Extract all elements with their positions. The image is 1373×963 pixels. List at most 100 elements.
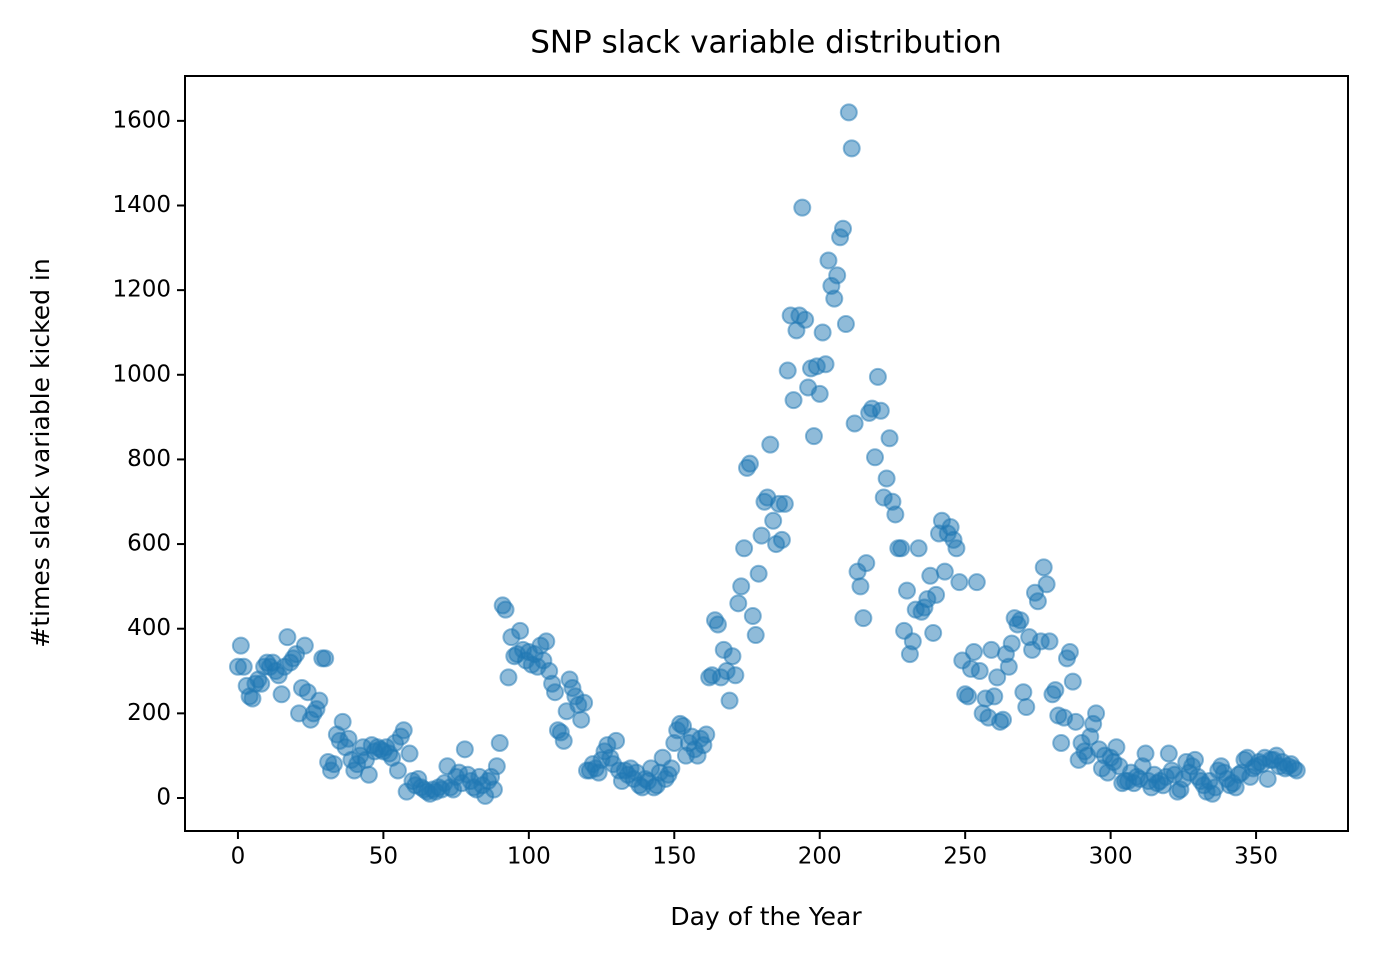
point	[868, 367, 887, 386]
point	[845, 414, 864, 433]
point	[511, 621, 530, 640]
point	[278, 628, 297, 647]
point	[272, 685, 291, 704]
point	[400, 744, 419, 763]
point	[857, 554, 876, 573]
point	[316, 649, 335, 668]
point	[775, 494, 794, 513]
point	[484, 780, 503, 799]
point	[455, 740, 474, 759]
point	[295, 636, 314, 655]
point	[1046, 681, 1065, 700]
point	[726, 666, 745, 685]
point	[1017, 698, 1036, 717]
chart-title: SNP slack variable distribution	[530, 25, 1002, 61]
point	[708, 615, 727, 634]
point	[1136, 744, 1155, 763]
point	[575, 693, 594, 712]
x-tick-label: 100	[507, 844, 551, 870]
point	[1287, 761, 1306, 780]
point	[749, 564, 768, 583]
point	[732, 577, 751, 596]
point	[324, 755, 343, 774]
point	[842, 139, 861, 158]
point	[1037, 575, 1056, 594]
point	[947, 539, 966, 558]
point	[1063, 672, 1082, 691]
point	[784, 391, 803, 410]
point	[752, 526, 771, 545]
point	[572, 710, 591, 729]
point	[1087, 704, 1106, 723]
point	[810, 384, 829, 403]
point	[804, 427, 823, 446]
point	[546, 683, 565, 702]
point	[819, 251, 838, 270]
point	[1066, 712, 1085, 731]
point	[394, 721, 413, 740]
point	[697, 725, 716, 744]
x-tick-label: 200	[798, 844, 842, 870]
point	[333, 712, 352, 731]
point	[796, 310, 815, 329]
point	[1159, 744, 1178, 763]
point	[836, 314, 855, 333]
point	[662, 759, 681, 778]
point	[487, 757, 506, 776]
point	[793, 198, 812, 217]
y-tick-label: 1000	[112, 361, 171, 387]
y-axis-label: #times slack variable kicked in	[26, 258, 55, 647]
point	[554, 731, 573, 750]
point	[723, 647, 742, 666]
y-tick-label: 1600	[112, 107, 171, 133]
point	[871, 401, 890, 420]
point	[816, 355, 835, 374]
point	[496, 600, 515, 619]
point	[825, 289, 844, 308]
point	[243, 689, 262, 708]
point	[967, 573, 986, 592]
point	[813, 323, 832, 342]
y-tick-label: 400	[127, 615, 171, 641]
point	[252, 674, 271, 693]
point	[740, 454, 759, 473]
point	[231, 636, 250, 655]
point	[935, 562, 954, 581]
point	[854, 609, 873, 628]
point	[982, 640, 1001, 659]
point	[970, 662, 989, 681]
x-tick-label: 50	[369, 844, 398, 870]
x-tick-label: 150	[652, 844, 696, 870]
point	[988, 668, 1007, 687]
point	[921, 566, 940, 585]
point	[339, 729, 358, 748]
point	[1185, 750, 1204, 769]
point	[764, 511, 783, 530]
point	[909, 539, 928, 558]
point	[950, 573, 969, 592]
point	[388, 761, 407, 780]
point	[903, 632, 922, 651]
y-tick-label: 200	[127, 700, 171, 726]
y-tick-label: 600	[127, 531, 171, 557]
plot-frame	[184, 75, 1349, 832]
point	[964, 642, 983, 661]
point	[999, 657, 1018, 676]
point	[877, 469, 896, 488]
point	[1052, 733, 1071, 752]
point	[607, 731, 626, 750]
point	[729, 594, 748, 613]
point	[892, 539, 911, 558]
point	[310, 691, 329, 710]
point	[866, 448, 885, 467]
point	[234, 657, 253, 676]
point	[1034, 558, 1053, 577]
point	[1107, 738, 1126, 757]
point	[924, 623, 943, 642]
point	[834, 219, 853, 238]
point	[851, 577, 870, 596]
y-tick-label: 0	[156, 784, 171, 810]
point	[1011, 611, 1030, 630]
point	[720, 691, 739, 710]
